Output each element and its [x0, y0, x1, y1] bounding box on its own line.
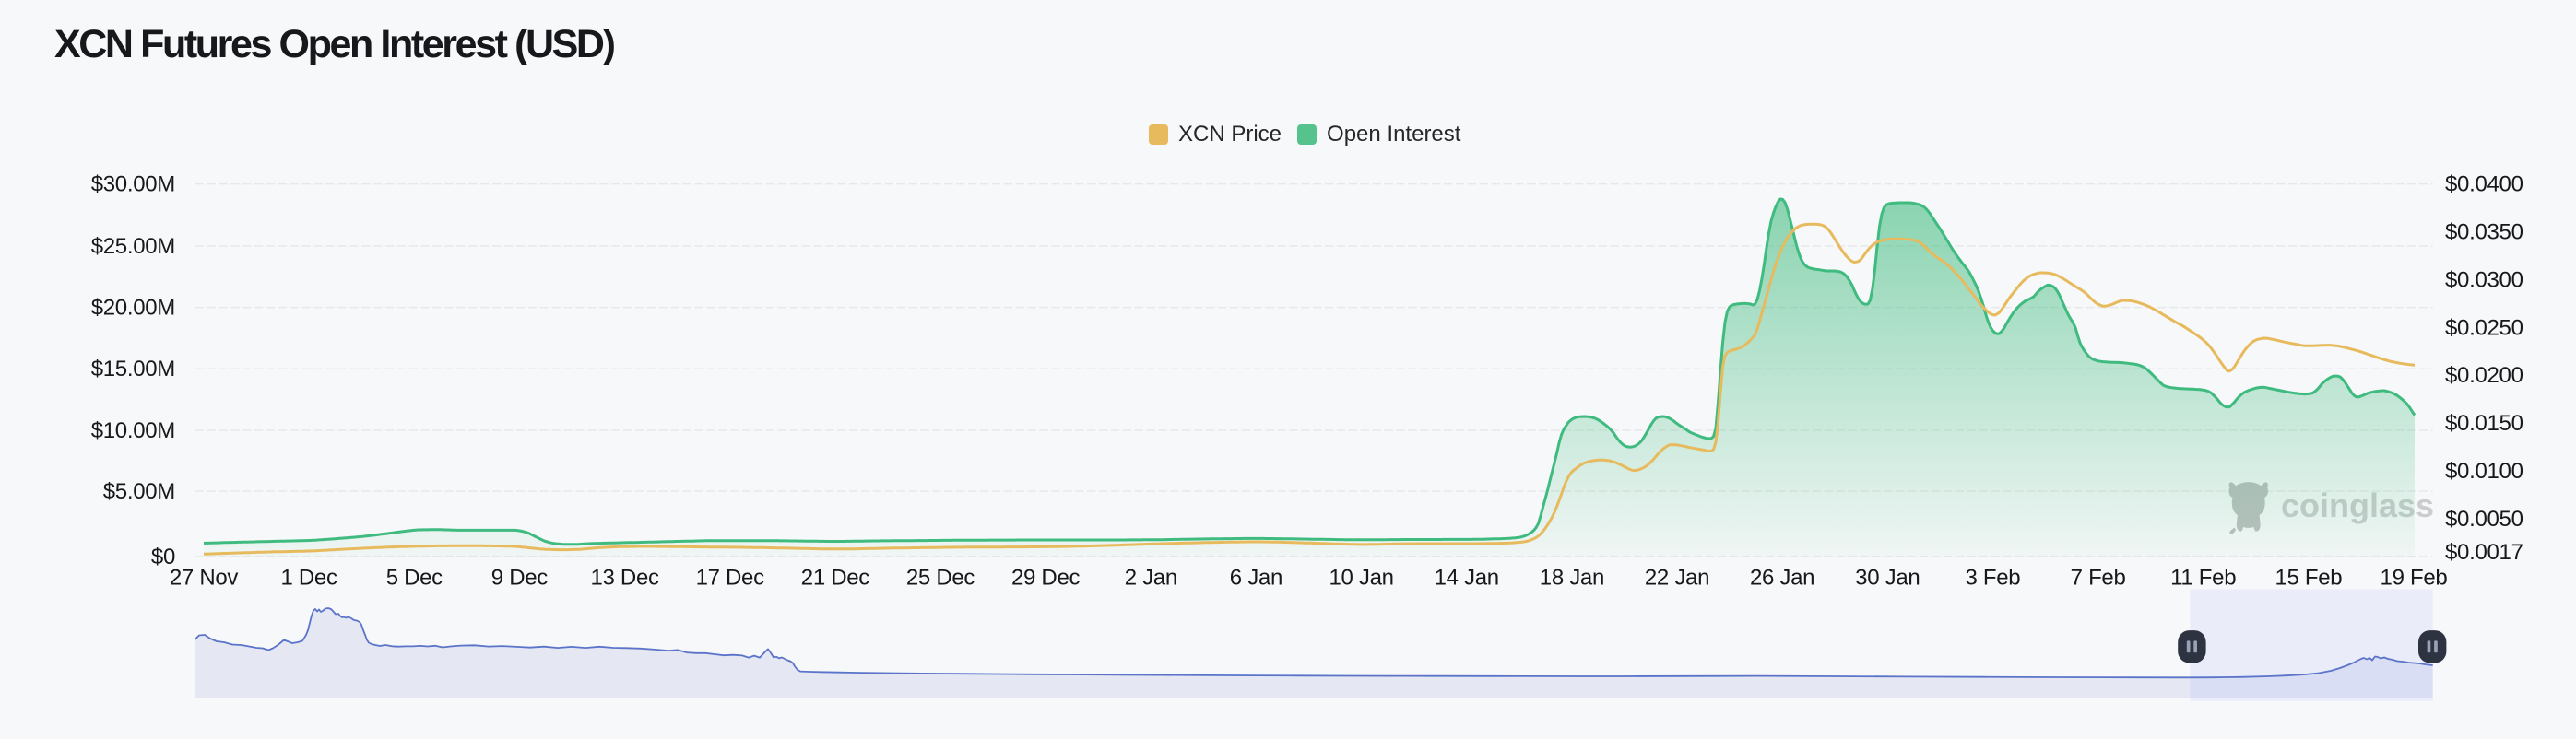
- svg-text:$0.0300: $0.0300: [2445, 267, 2523, 292]
- svg-text:15 Feb: 15 Feb: [2275, 566, 2342, 591]
- svg-text:29 Dec: 29 Dec: [1011, 566, 1081, 591]
- svg-text:3 Feb: 3 Feb: [1965, 566, 2020, 591]
- svg-text:11 Feb: 11 Feb: [2170, 566, 2236, 591]
- svg-text:13 Dec: 13 Dec: [590, 566, 659, 591]
- svg-text:27 Nov: 27 Nov: [170, 566, 239, 591]
- svg-text:$0.0100: $0.0100: [2445, 459, 2523, 484]
- svg-text:19 Feb: 19 Feb: [2381, 566, 2448, 591]
- svg-text:$0.0400: $0.0400: [2445, 172, 2523, 197]
- svg-text:14 Jan: 14 Jan: [1435, 566, 1499, 591]
- svg-text:$15.00M: $15.00M: [91, 357, 175, 381]
- svg-text:25 Dec: 25 Dec: [906, 566, 975, 591]
- svg-text:30 Jan: 30 Jan: [1855, 566, 1920, 591]
- svg-text:$10.00M: $10.00M: [91, 418, 175, 443]
- svg-text:17 Dec: 17 Dec: [696, 566, 765, 591]
- svg-text:$0.0250: $0.0250: [2445, 315, 2523, 340]
- svg-text:2 Jan: 2 Jan: [1125, 566, 1177, 591]
- svg-text:1 Dec: 1 Dec: [280, 566, 337, 591]
- svg-text:$0.0017: $0.0017: [2445, 540, 2523, 565]
- svg-text:$0.0050: $0.0050: [2445, 507, 2523, 532]
- svg-text:$5.00M: $5.00M: [103, 479, 175, 504]
- svg-text:9 Dec: 9 Dec: [491, 566, 548, 591]
- svg-text:10 Jan: 10 Jan: [1329, 566, 1393, 591]
- svg-text:21 Dec: 21 Dec: [801, 566, 870, 591]
- svg-text:$0.0350: $0.0350: [2445, 220, 2523, 245]
- svg-text:7 Feb: 7 Feb: [2071, 566, 2126, 591]
- svg-text:$25.00M: $25.00M: [91, 234, 175, 259]
- svg-text:18 Jan: 18 Jan: [1540, 566, 1604, 591]
- svg-text:$20.00M: $20.00M: [91, 296, 175, 321]
- svg-text:22 Jan: 22 Jan: [1645, 566, 1709, 591]
- svg-text:$30.00M: $30.00M: [91, 172, 175, 197]
- svg-text:26 Jan: 26 Jan: [1750, 566, 1814, 591]
- svg-text:6 Jan: 6 Jan: [1230, 566, 1282, 591]
- svg-text:$0.0150: $0.0150: [2445, 411, 2523, 436]
- svg-text:$0.0200: $0.0200: [2445, 363, 2523, 388]
- svg-text:$0: $0: [151, 545, 175, 569]
- svg-text:5 Dec: 5 Dec: [386, 566, 443, 591]
